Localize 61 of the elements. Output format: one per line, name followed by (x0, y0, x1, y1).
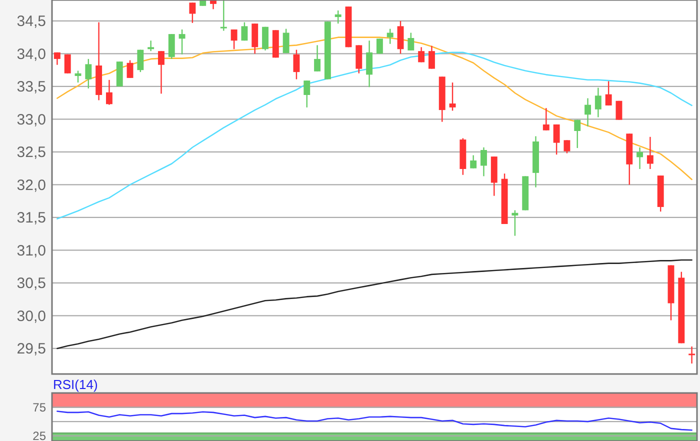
candlestick (262, 26, 268, 52)
y-tick-label: 32,0 (16, 176, 46, 194)
y-tick-label: 29,5 (16, 340, 46, 358)
candlestick (252, 22, 258, 54)
y-tick-label: 33,0 (16, 111, 46, 128)
candlestick (126, 60, 134, 79)
candlestick (64, 54, 71, 74)
candlestick (584, 98, 591, 128)
candlestick (85, 58, 92, 90)
candlestick (314, 44, 321, 72)
candlestick (594, 87, 602, 118)
y-tick-label: 32,5 (16, 144, 46, 162)
candlestick (564, 140, 570, 154)
candlestick (605, 80, 612, 106)
candlestick (366, 40, 373, 88)
candlestick (688, 346, 696, 364)
y-tick-label: 30,5 (16, 275, 46, 292)
y-tick-label: 75 (32, 400, 46, 414)
candlestick (241, 22, 248, 42)
candlestick (553, 124, 560, 156)
candlestick (220, 0, 227, 32)
candlestick (189, 2, 196, 24)
candlestick (418, 46, 425, 63)
line-series (56, 410, 692, 431)
y-tick-label: 30,0 (16, 308, 46, 325)
candlestick (574, 119, 581, 149)
candlestick (376, 38, 383, 54)
candlestick (542, 107, 550, 131)
candlestick (616, 100, 622, 120)
y-tick-label: 31,0 (16, 242, 46, 260)
line-series (56, 259, 692, 350)
y-tick-label: 25 (32, 429, 46, 441)
line-series (56, 52, 692, 220)
candlestick (428, 45, 435, 70)
candlestick (386, 28, 394, 44)
candlestick (282, 28, 290, 54)
candlestick (137, 49, 144, 73)
candlestick (636, 146, 644, 170)
candlestick (356, 44, 362, 74)
y-tick-label: 34,5 (16, 13, 46, 30)
candlestick (106, 79, 112, 106)
chart-title: RSI(14) (53, 377, 98, 392)
candlestick (480, 146, 487, 177)
candlestick (470, 154, 477, 169)
candlestick (158, 50, 164, 94)
candlestick (293, 49, 300, 80)
candlestick (449, 82, 456, 112)
candlestick (512, 210, 518, 236)
candlestick (304, 80, 310, 108)
y-tick-label: 34,0 (16, 46, 46, 63)
candlestick (148, 40, 154, 52)
candlestick (230, 28, 238, 50)
candlestick (334, 10, 342, 24)
candlestick (178, 28, 186, 55)
y-tick-label: 33,5 (16, 78, 46, 96)
y-tick-label: 31,5 (16, 210, 46, 227)
candlestick (646, 136, 654, 170)
candlestick (397, 20, 404, 54)
candlestick (54, 52, 60, 66)
candlestick (168, 33, 175, 60)
candlestick (408, 32, 414, 52)
